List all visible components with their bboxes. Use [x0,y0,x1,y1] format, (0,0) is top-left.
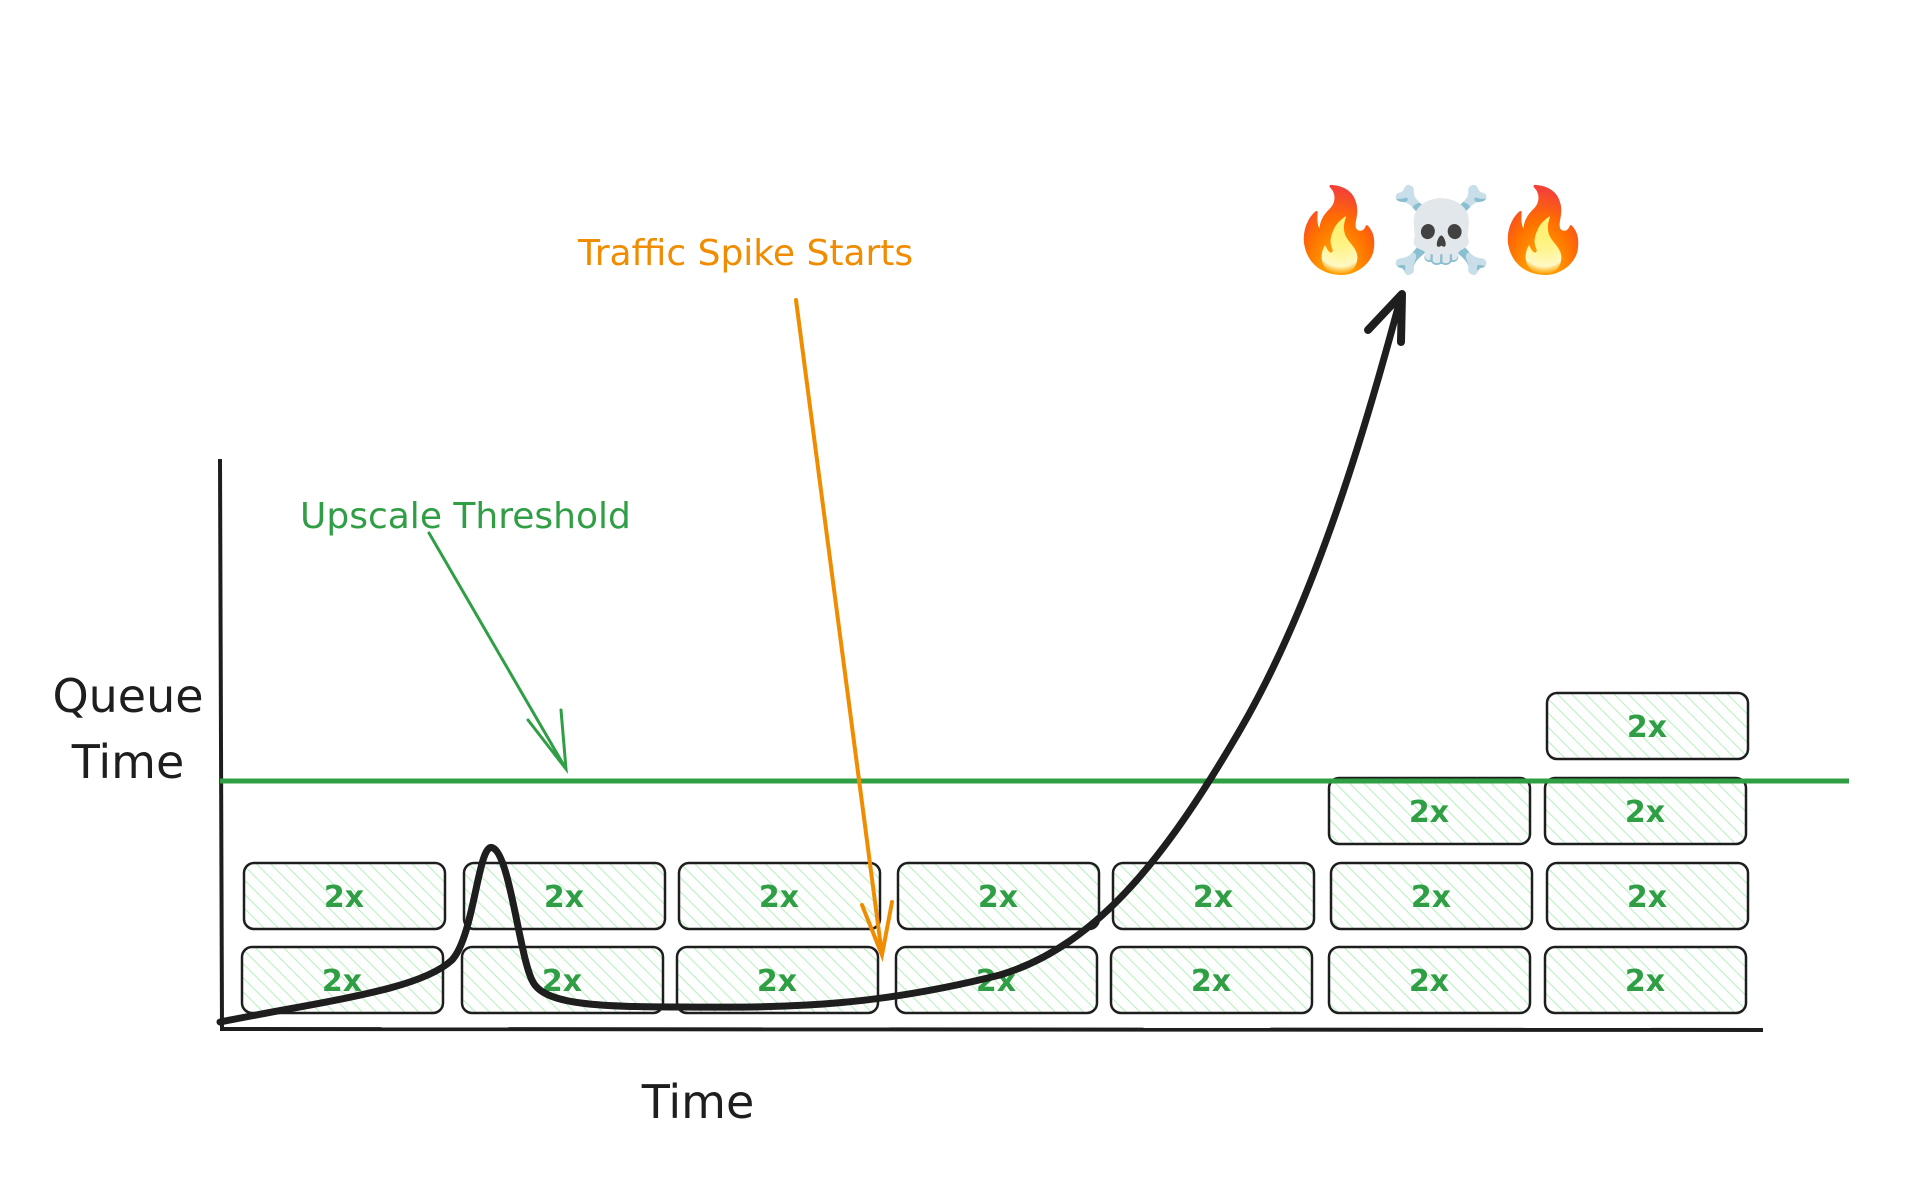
replica-block-box [896,861,1101,931]
replica-block-label: 2x [757,964,797,999]
replica-block: 2x [1109,945,1314,1015]
replica-block: 2x [675,945,880,1015]
replica-block: 2x [1543,945,1748,1015]
replica-block: 2x [1545,861,1750,931]
replica-block: 2x [460,945,665,1015]
replica-block: 2x [242,861,447,931]
replica-block: 2x [1327,776,1532,846]
replica-block-box [1109,945,1314,1015]
x-axis [219,1027,1764,1032]
spike-label: Traffic Spike Starts [577,233,913,274]
replica-block-label: 2x [544,880,584,915]
replica-block-box [675,945,880,1015]
replica-block: 2x [1329,861,1534,931]
threshold-arrow [427,531,568,774]
replica-block: 2x [894,945,1099,1015]
replica-block-label: 2x [759,880,799,915]
replica-block-label: 2x [1409,964,1449,999]
replica-block-label: 2x [1625,964,1665,999]
replica-block-box [1545,691,1750,761]
replica-block-label: 2x [1627,880,1667,915]
fire-skull-fire-emoji: 🔥☠️🔥 [1288,183,1594,276]
replica-block: 2x [1327,945,1532,1015]
replica-block-box [240,945,445,1015]
replica-block-label: 2x [1409,795,1449,830]
threshold-label: Upscale Threshold [300,496,631,537]
replica-block-box [1327,945,1532,1015]
replica-block-label: 2x [1193,880,1233,915]
replica-block-label: 2x [324,880,364,915]
replica-block-box [1111,861,1316,931]
replica-block-label: 2x [1191,964,1231,999]
replica-block-box [1543,776,1748,846]
replica-block-label: 2x [1627,710,1667,745]
replica-block-box [1543,945,1748,1015]
replica-block-box [1329,861,1534,931]
replica-block-box [677,861,882,931]
curve-arrowhead [1364,290,1406,346]
replica-block-box [1545,861,1750,931]
replica-block: 2x [240,945,445,1015]
replica-block: 2x [1545,691,1750,761]
replica-block-box [460,945,665,1015]
y-axis [218,458,224,1031]
replica-block: 2x [462,861,667,931]
replica-block-label: 2x [1625,795,1665,830]
replica-block: 2x [677,861,882,931]
spike-arrow [794,298,894,963]
x-axis-label: Time [641,1075,755,1129]
replica-block: 2x [896,861,1101,931]
queue-time-curve [216,296,1404,1026]
y-axis-label-line1: Queue [52,669,203,723]
y-axis-label-line2: Time [71,735,185,789]
replica-block-box [1327,776,1532,846]
replica-block-label: 2x [1411,880,1451,915]
replica-block: 2x [1111,861,1316,931]
replica-block-label: 2x [978,880,1018,915]
replica-block-box [894,945,1099,1015]
replica-block-box [242,861,447,931]
replica-block: 2x [1543,776,1748,846]
